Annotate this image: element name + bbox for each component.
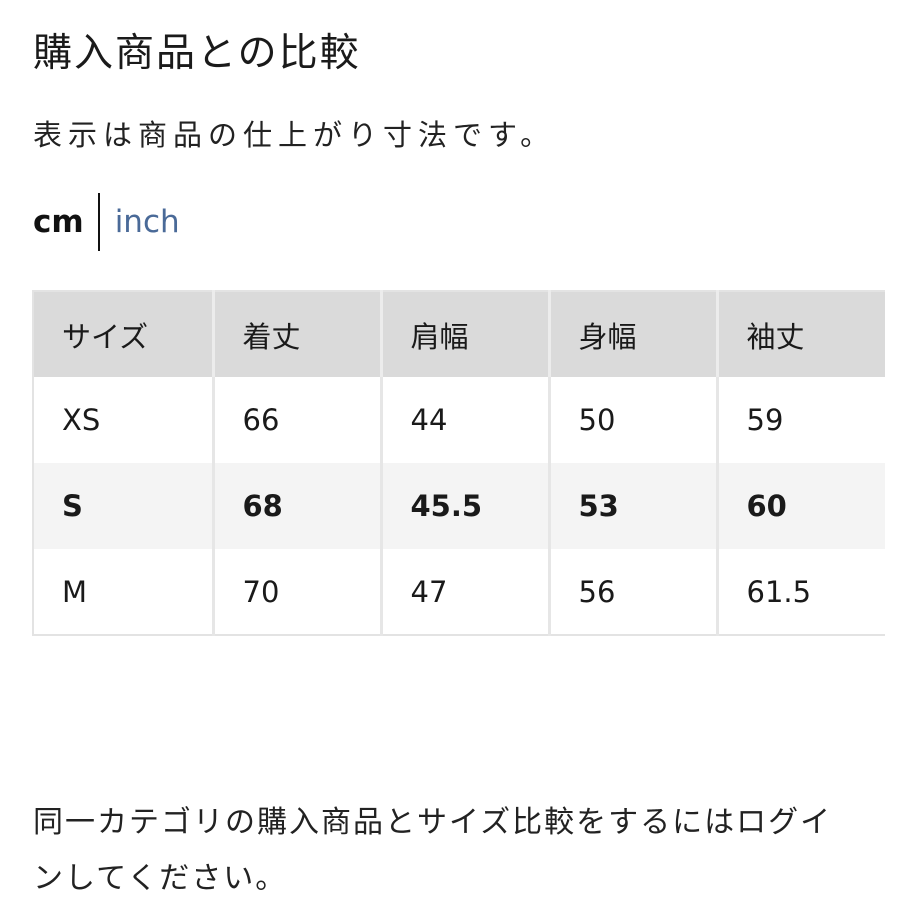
page-title: 購入商品との比較 xyxy=(33,31,361,76)
cell-value: 47 xyxy=(379,549,549,635)
cell-value: 60 xyxy=(715,463,885,549)
header-sleeve: 袖丈 xyxy=(715,291,885,377)
cell-size: S xyxy=(33,463,213,549)
cell-value: 45.5 xyxy=(379,463,549,549)
cell-value: 53 xyxy=(547,463,717,549)
size-table-container: サイズ 着丈 肩幅 身幅 袖丈 XS 66 44 50 59 S 68 45.5… xyxy=(32,290,888,636)
unit-divider xyxy=(97,193,100,251)
cell-value: 56 xyxy=(547,549,717,635)
cell-value: 44 xyxy=(379,377,549,463)
cell-value: 50 xyxy=(547,377,717,463)
header-length: 着丈 xyxy=(211,291,381,377)
header-body-width: 身幅 xyxy=(547,291,717,377)
cell-value: 66 xyxy=(211,377,381,463)
table-row: XS 66 44 50 59 xyxy=(33,377,885,463)
table-header-row: サイズ 着丈 肩幅 身幅 袖丈 xyxy=(33,291,885,377)
cell-value: 59 xyxy=(715,377,885,463)
cell-size: XS xyxy=(62,403,101,437)
cell-value: 61.5 xyxy=(715,549,885,635)
cell-value: 70 xyxy=(211,549,381,635)
size-table: サイズ 着丈 肩幅 身幅 袖丈 XS 66 44 50 59 S 68 45.5… xyxy=(32,290,885,636)
table-row: M 70 47 56 61.5 xyxy=(33,549,885,635)
measurement-note: 表示は商品の仕上がり寸法です。 xyxy=(33,118,556,152)
unit-toggle: cm inch xyxy=(33,192,180,252)
login-prompt: 同一カテゴリの購入商品とサイズ比較をするにはログインしてください。 xyxy=(33,805,833,896)
header-size: サイズ xyxy=(33,291,213,377)
cell-value: 68 xyxy=(211,463,381,549)
table-row-highlighted: S 68 45.5 53 60 xyxy=(33,463,885,549)
header-shoulder: 肩幅 xyxy=(379,291,549,377)
unit-cm-option[interactable]: cm xyxy=(33,204,84,240)
unit-inch-link[interactable]: inch xyxy=(114,204,180,240)
cell-size: M xyxy=(62,574,88,609)
